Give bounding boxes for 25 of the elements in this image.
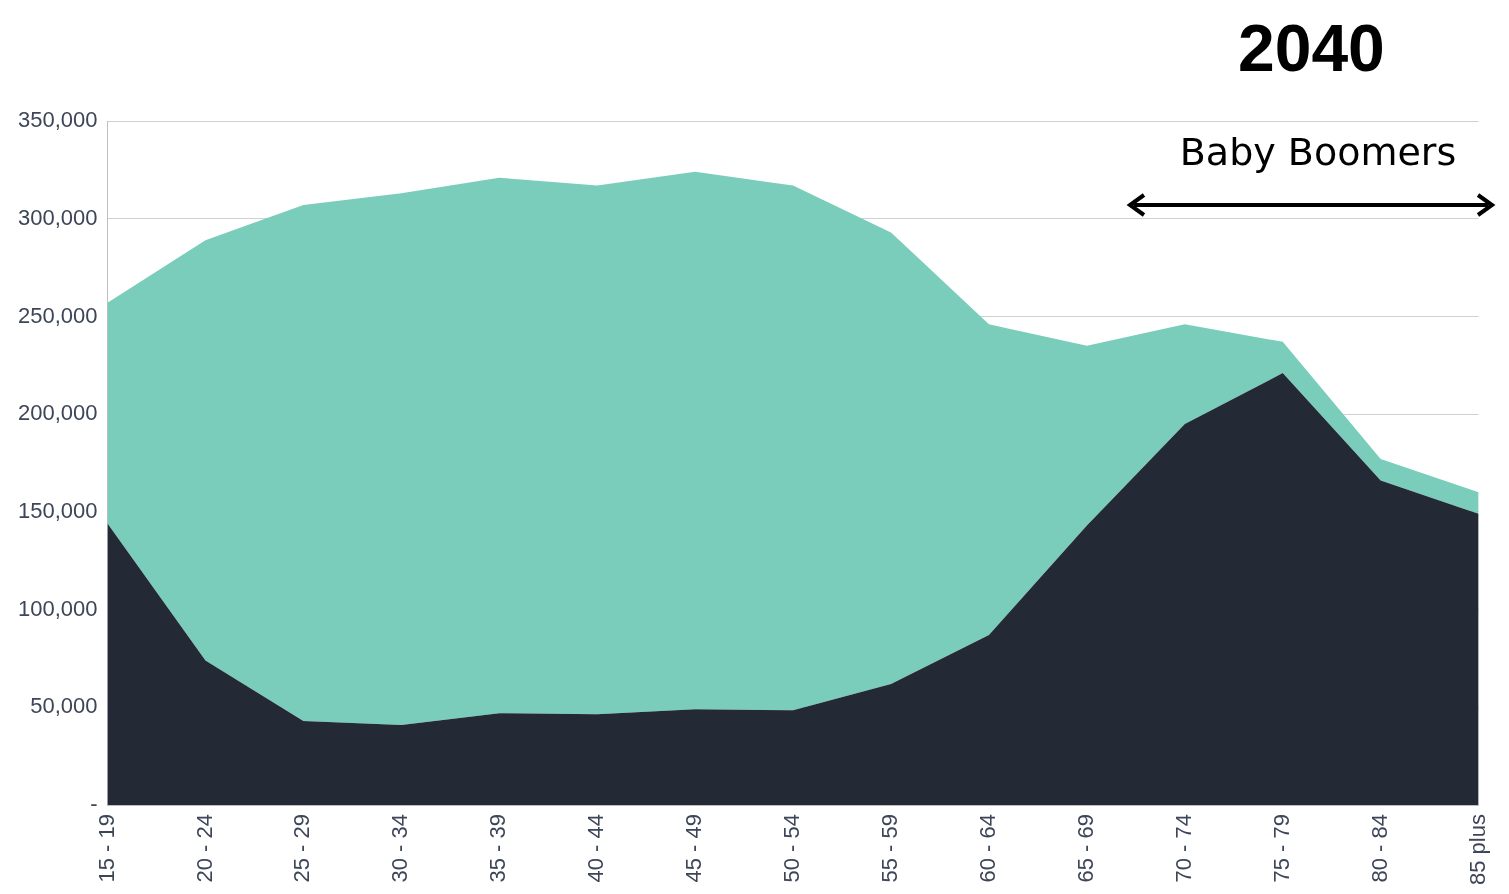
x-tick-label: 30 - 34 [387, 814, 413, 883]
x-tick-label: 25 - 29 [289, 814, 315, 883]
x-tick-label: 85 plus [1464, 814, 1490, 886]
x-tick-label: 65 - 69 [1072, 814, 1098, 883]
x-tick-label: 60 - 64 [974, 814, 1000, 883]
y-tick-label: 350,000 [17, 107, 98, 133]
y-tick-label: 150,000 [17, 497, 98, 523]
y-tick-label: 250,000 [17, 302, 98, 328]
y-tick-label: 50,000 [30, 693, 98, 719]
x-tick-label: 80 - 84 [1366, 814, 1392, 883]
y-tick-label: 300,000 [17, 204, 98, 230]
x-tick-label: 50 - 54 [779, 814, 805, 883]
x-tick-label: 35 - 39 [485, 814, 511, 883]
x-tick-label: 75 - 79 [1268, 814, 1294, 883]
x-tick-label: 45 - 49 [681, 814, 707, 883]
y-tick-label: - [90, 791, 98, 817]
x-tick-label: 20 - 24 [191, 814, 217, 883]
y-tick-label: 200,000 [17, 400, 98, 426]
annotation: Baby Boomers [1178, 130, 1458, 174]
x-tick-label: 70 - 74 [1170, 814, 1196, 883]
x-tick-label: 55 - 59 [877, 814, 903, 883]
chart-title: 2040 [1238, 10, 1385, 86]
x-tick-label: 15 - 19 [93, 814, 119, 883]
y-tick-label: 100,000 [17, 595, 98, 621]
x-tick-label: 40 - 44 [583, 814, 609, 883]
